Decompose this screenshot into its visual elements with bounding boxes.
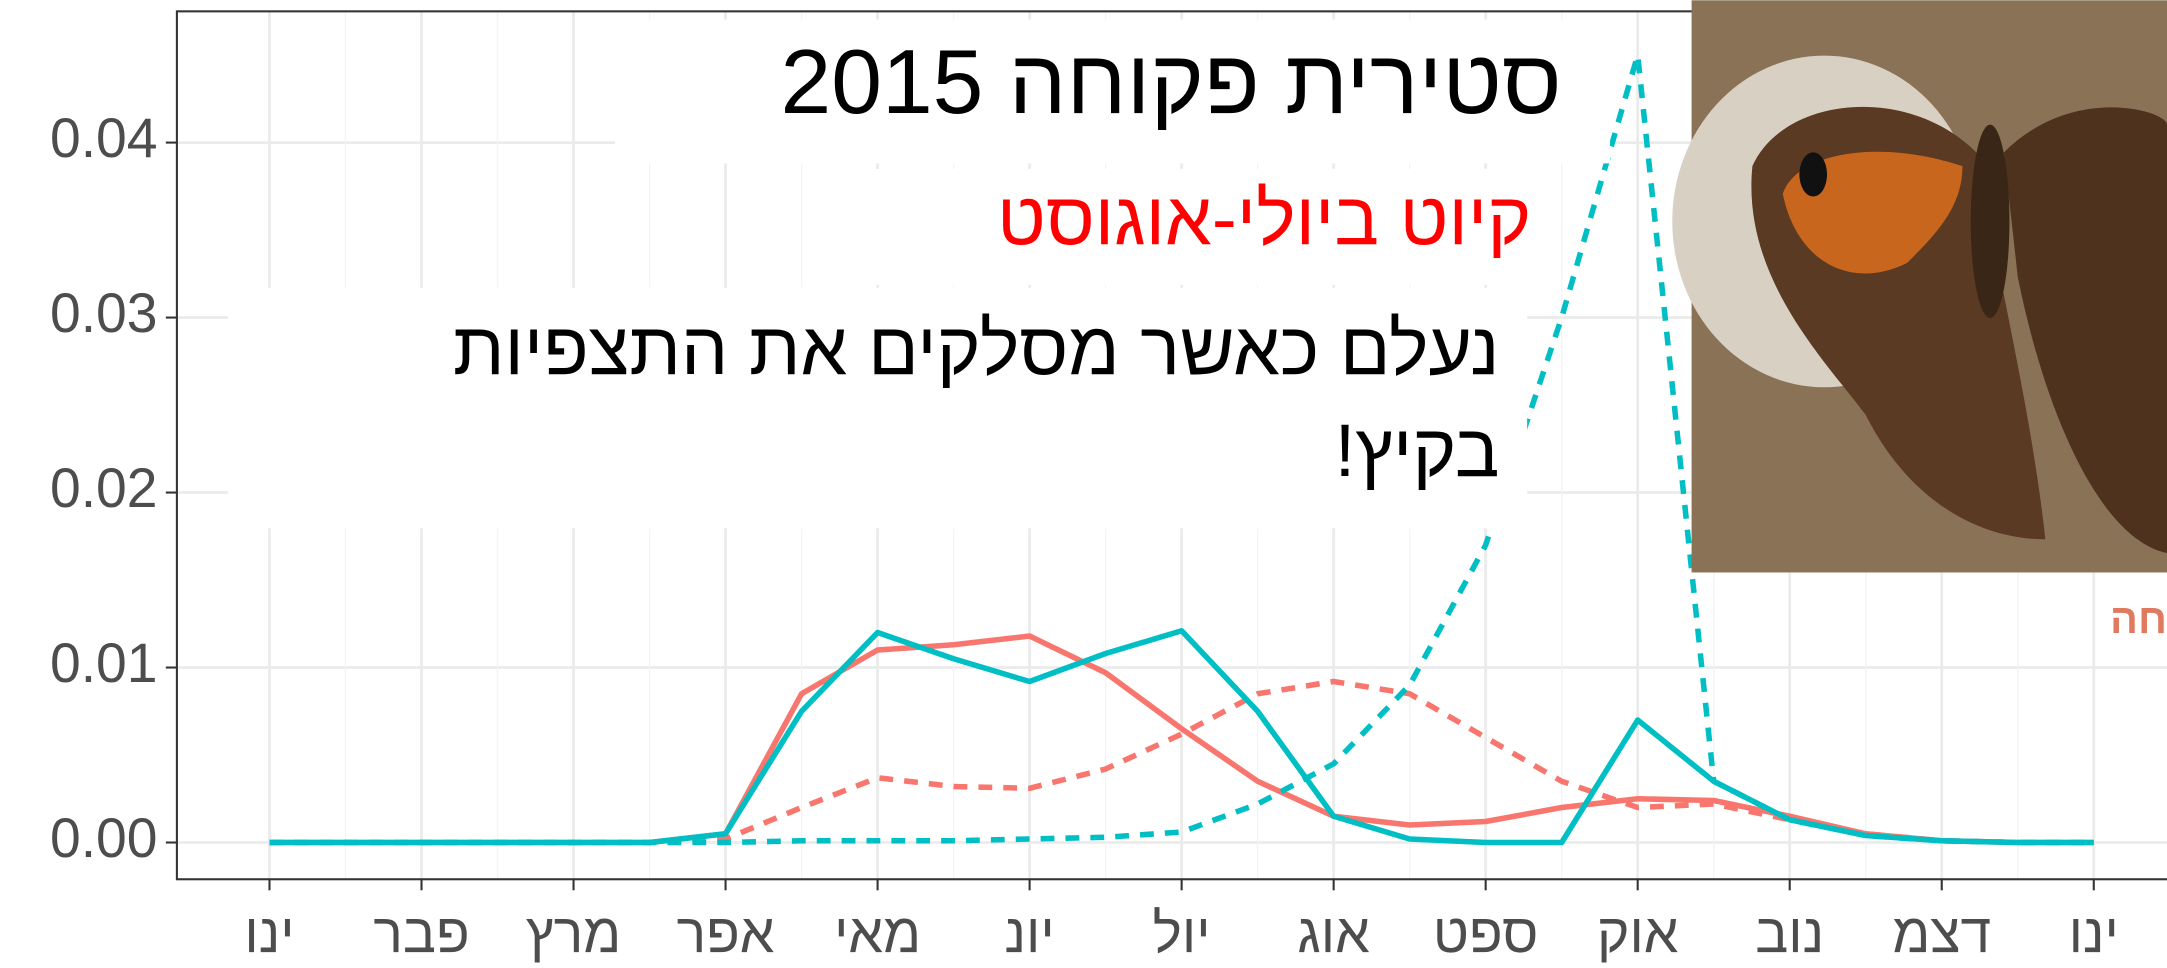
eyespot — [1799, 152, 1828, 197]
annotation: בקיץ! — [1335, 408, 1500, 492]
y-tick-label: 0.01 — [50, 632, 158, 694]
butterfly-photo — [1672, 0, 2167, 573]
annotation: נעלם כאשר מסלקים את התצפיות — [453, 306, 1500, 390]
y-tick-label: 0.00 — [50, 807, 158, 869]
title-box — [614, 19, 1611, 164]
x-tick-label: ספט — [1433, 902, 1539, 964]
body — [1970, 124, 2010, 319]
x-tick-label: נוב — [1755, 902, 1824, 964]
series-line — [269, 52, 2094, 846]
annotation-box — [228, 287, 1528, 529]
x-tick-label: דצמ — [1892, 902, 1991, 964]
x-tick-label: ינו — [244, 902, 294, 964]
x-tick-label: אפר — [677, 902, 775, 964]
annotation: קיוט ביולי-אוגוסט — [997, 176, 1531, 260]
y-tick-label: 0.04 — [50, 107, 158, 169]
x-tick-label: יול — [1153, 902, 1211, 964]
x-tick-label: ינו — [2069, 902, 2119, 964]
plot-frame — [175, 10, 2167, 881]
x-tick-label: מאי — [834, 902, 921, 964]
x-tick-label: אוק — [1597, 902, 1679, 964]
wing-patch — [1782, 151, 1963, 274]
chart-title: סטירית פקוחה 2015 — [781, 31, 1562, 133]
lines — [269, 52, 2094, 846]
x-tick-label: יונ — [1004, 902, 1054, 964]
annotation-box — [815, 168, 1548, 285]
x-tick-label: מרץ — [526, 902, 621, 964]
y-tick-label: 0.03 — [50, 282, 158, 344]
y-tick-label: 0.02 — [50, 457, 158, 519]
x-tick-label: אוג — [1297, 902, 1369, 964]
wing — [2003, 107, 2167, 554]
x-tick-label: פבר — [373, 902, 469, 964]
legend-fragment: חה — [2110, 595, 2167, 642]
